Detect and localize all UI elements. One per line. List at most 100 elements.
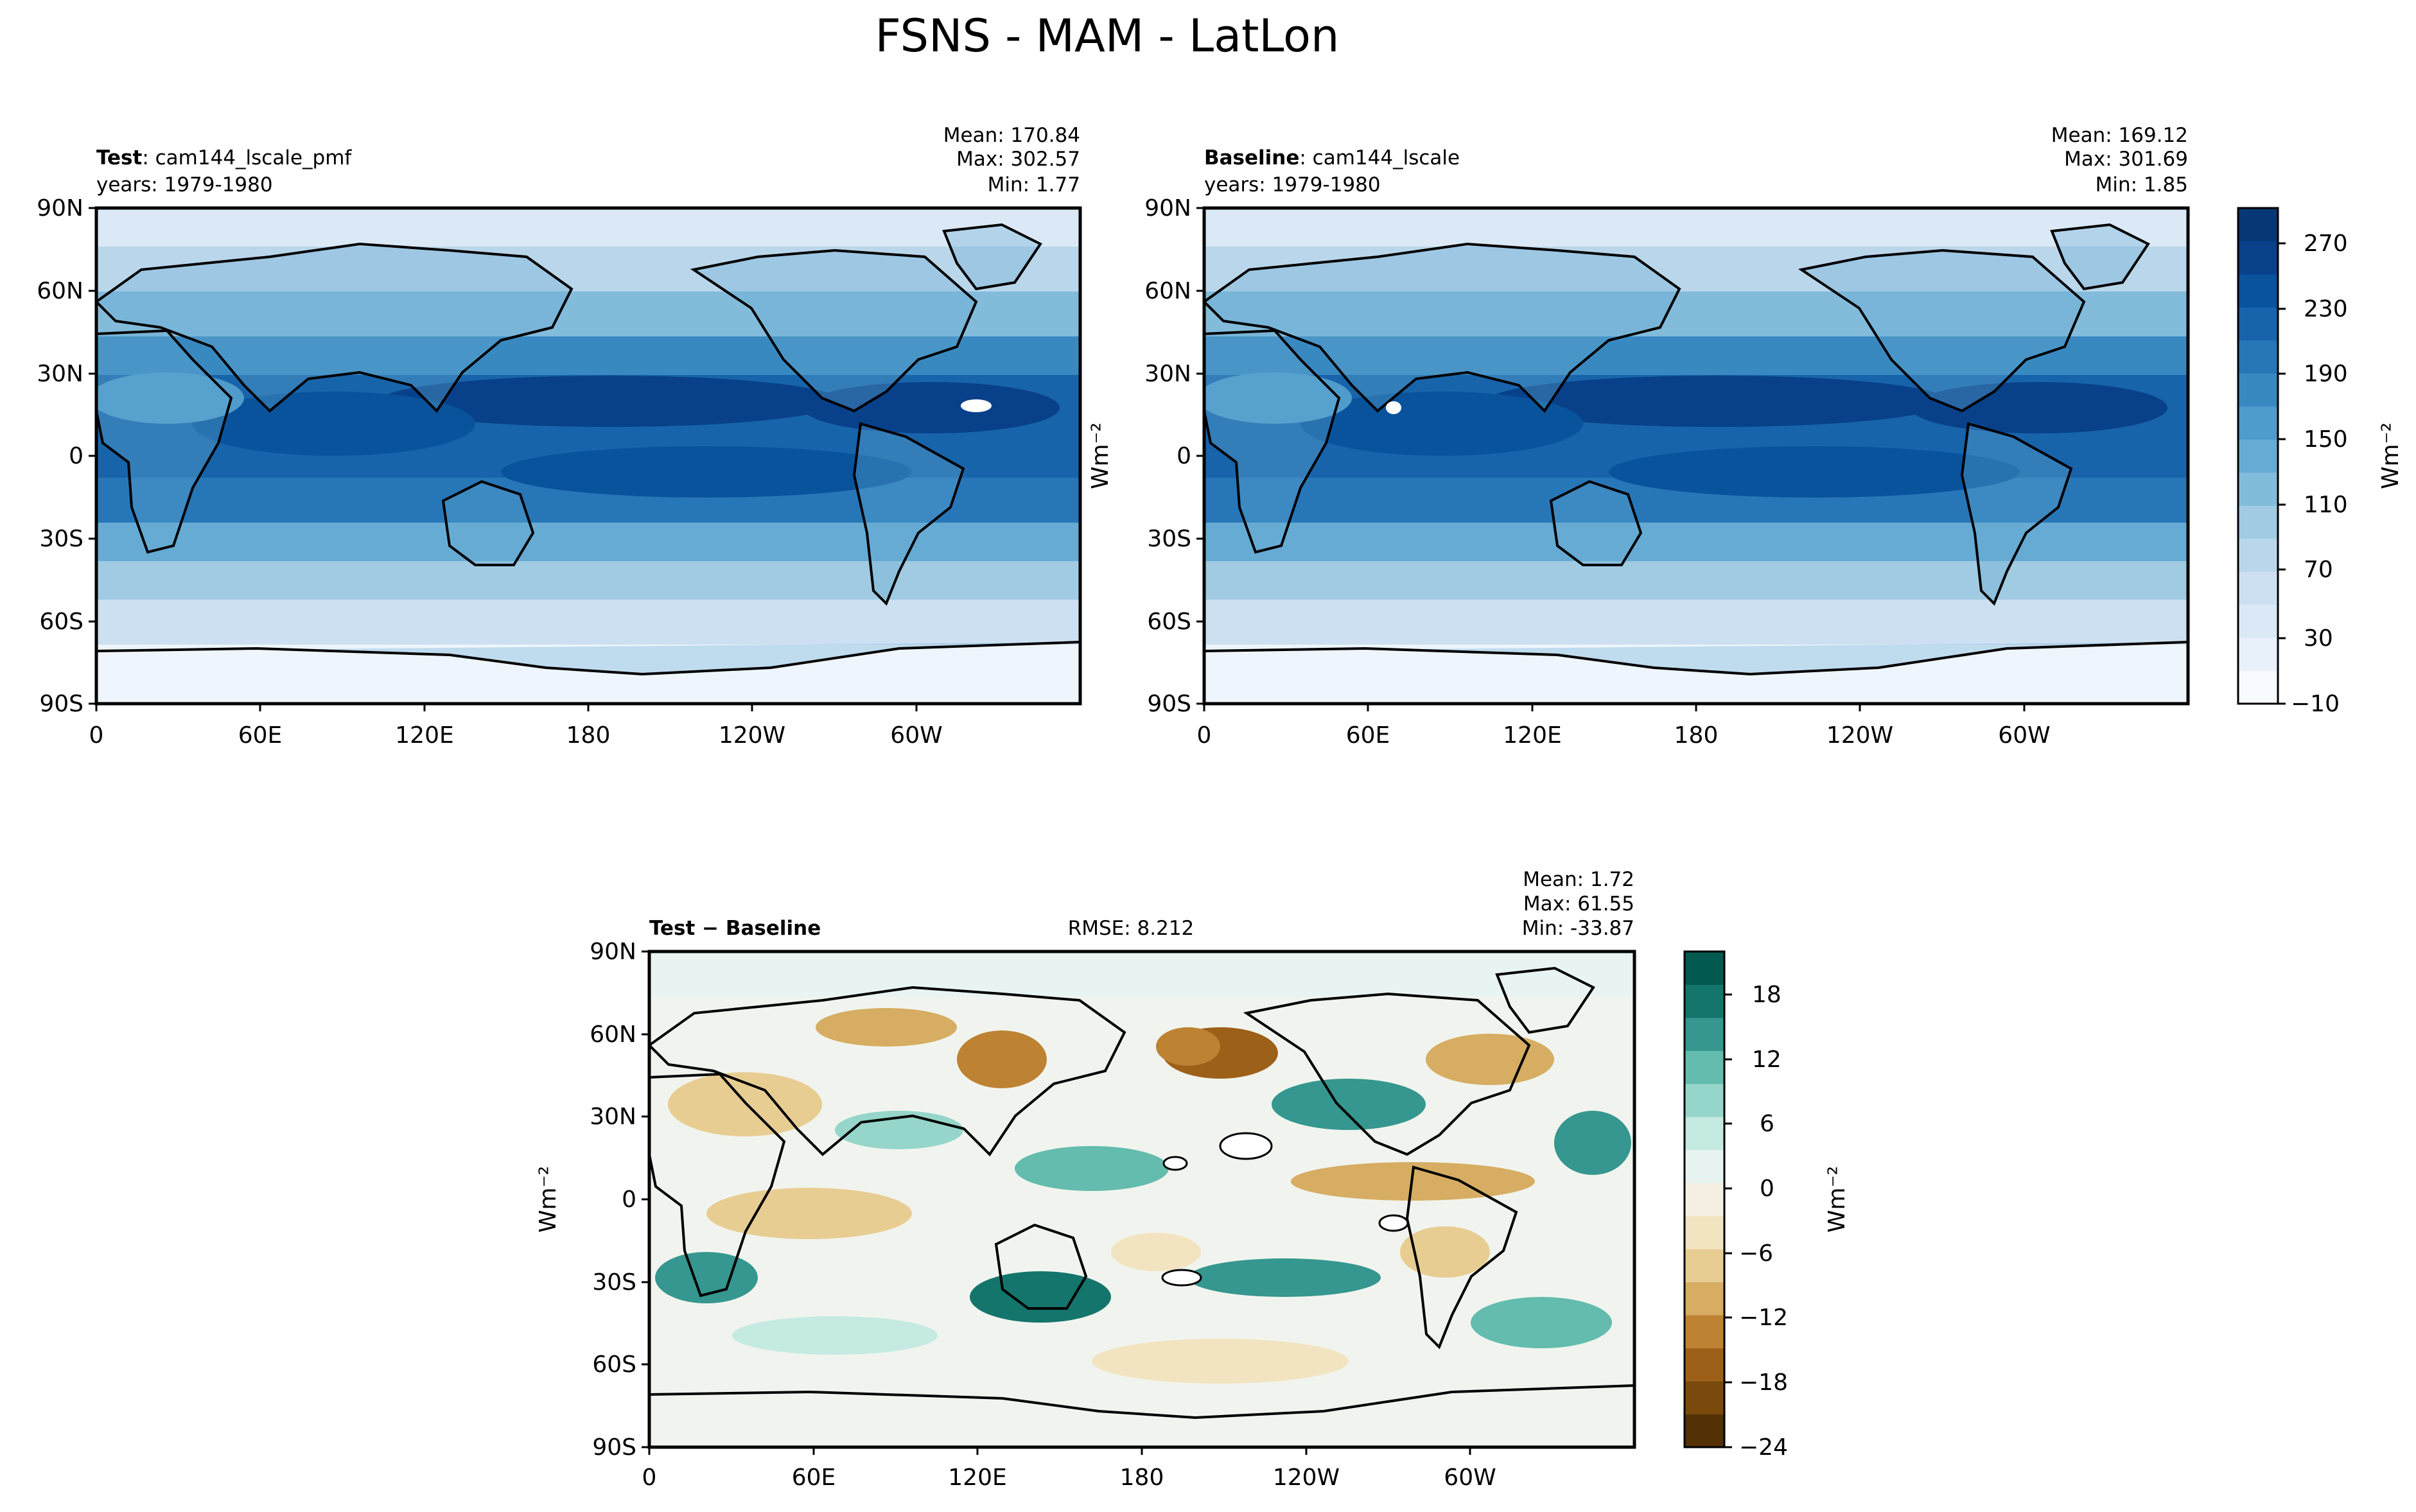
colorbar-diff-segment-9 bbox=[1685, 1117, 1724, 1151]
map-baseline bbox=[1204, 208, 2188, 704]
panel-test-stat-mean: Mean: 170.84 bbox=[943, 124, 1080, 147]
map-diff-xtick-label-4: 120W bbox=[1273, 1464, 1340, 1491]
colorbar-diff-segment-2 bbox=[1685, 1348, 1724, 1382]
colorbar-top-tick-label-4: 110 bbox=[2304, 492, 2348, 518]
map-diff-africa bbox=[649, 1072, 786, 1298]
map-diff-blob-11 bbox=[970, 1271, 1111, 1323]
colorbar-top-segment-6 bbox=[2238, 472, 2278, 506]
colorbar-diff-segment-0 bbox=[1685, 1414, 1724, 1448]
panel-baseline-years: years: 1979-1980 bbox=[1204, 173, 1381, 196]
map-test-africa bbox=[96, 329, 233, 554]
colorbar-top-segment-8 bbox=[2238, 406, 2278, 440]
map-test-xtick-label-1: 60E bbox=[238, 722, 283, 749]
map-baseline-xtick-label-5: 60W bbox=[1998, 722, 2050, 749]
colorbar-diff-segment-8 bbox=[1685, 1149, 1724, 1183]
map-diff-ytick-label-5: 60S bbox=[592, 1351, 636, 1378]
map-test-ytick-label-2: 30N bbox=[37, 361, 83, 387]
map-baseline-north-america bbox=[1798, 248, 2086, 413]
colorbar-diff-tick-label-3: 0 bbox=[1760, 1176, 1774, 1202]
map-baseline-ytick-label-3: 0 bbox=[1177, 443, 1191, 469]
map-diff-missing-data-4 bbox=[1161, 1269, 1202, 1287]
colorbar-diff-segment-7 bbox=[1685, 1183, 1724, 1217]
map-diff-blob-7 bbox=[706, 1188, 912, 1239]
colorbar-top-segment-4 bbox=[2238, 538, 2278, 572]
panel-diff-label: Test − Baseline bbox=[649, 917, 821, 940]
map-baseline-antarctica bbox=[1204, 641, 2188, 676]
map-diff-blob-8 bbox=[1426, 1034, 1554, 1085]
colorbar-top-tick-label-7: −10 bbox=[2291, 691, 2340, 717]
map-diff-xtick-label-5: 60W bbox=[1444, 1464, 1496, 1491]
map-baseline-band-1 bbox=[1204, 208, 2188, 247]
map-baseline-min-sahara bbox=[1204, 372, 1352, 424]
map-baseline-xtick-label-4: 120W bbox=[1826, 722, 1893, 749]
colorbar-top-segment-14 bbox=[2238, 208, 2278, 241]
colorbar-diff-segment-14 bbox=[1685, 952, 1724, 985]
colorbar-diff-tick-label-6: −18 bbox=[1739, 1369, 1788, 1396]
colorbar-diff-tick-label-5: −12 bbox=[1739, 1305, 1788, 1331]
colorbar-top-tick-label-6: 30 bbox=[2304, 625, 2333, 652]
map-baseline-band-8 bbox=[1204, 523, 2188, 561]
map-test-max-pacific-n bbox=[379, 376, 841, 427]
colorbar-top-tick-label-3: 150 bbox=[2304, 426, 2348, 453]
map-baseline-xtick-label-2: 120E bbox=[1503, 722, 1561, 749]
map-baseline-xtick-label-3: 180 bbox=[1674, 722, 1719, 749]
colorbar-top-tick-label-1: 230 bbox=[2304, 296, 2348, 322]
panel-diff-ylabel: Wm⁻² bbox=[535, 1166, 561, 1233]
map-test-band-10 bbox=[96, 600, 1080, 645]
panel-test-stat-max: Max: 302.57 bbox=[956, 148, 1080, 171]
panel-baseline-label: Baseline: cam144_lscale bbox=[1204, 146, 1460, 169]
panel-baseline: Baseline: cam144_lscale years: 1979-1980… bbox=[1087, 124, 2190, 749]
panel-diff-stat-mean: Mean: 1.72 bbox=[1523, 868, 1634, 891]
map-baseline-max-indian bbox=[1300, 392, 1583, 456]
map-diff-blob-9 bbox=[1015, 1146, 1169, 1191]
map-diff-ytick-label-1: 60N bbox=[590, 1021, 636, 1048]
colorbar-diff-segment-3 bbox=[1685, 1315, 1724, 1349]
colorbar-top-segment-12 bbox=[2238, 274, 2278, 308]
map-test-missing-data bbox=[961, 399, 992, 412]
map-baseline-africa bbox=[1204, 329, 1341, 554]
map-diff-blob-19 bbox=[1092, 1339, 1349, 1384]
colorbar-diff-tick-label-0: 18 bbox=[1752, 982, 1781, 1008]
map-test-australia bbox=[441, 480, 535, 566]
map-diff-missing-data-2 bbox=[1162, 1156, 1188, 1171]
map-diff-ytick-label-3: 0 bbox=[622, 1186, 636, 1213]
map-baseline-band-11 bbox=[1204, 645, 2188, 704]
map-test-continents bbox=[96, 223, 1080, 676]
map-test-north-america bbox=[690, 248, 978, 413]
map-test-ytick-label-1: 60N bbox=[37, 278, 83, 304]
map-baseline-max-pacific-s bbox=[1609, 446, 2020, 498]
map-test-band-8 bbox=[96, 523, 1080, 561]
colorbar-top-segment-2 bbox=[2238, 604, 2278, 638]
panel-baseline-ylabel: Wm⁻² bbox=[1087, 422, 1114, 489]
map-diff-blob-10 bbox=[655, 1252, 758, 1303]
map-diff-greenland bbox=[1495, 966, 1595, 1034]
panel-test-label: Test: cam144_lscale_pmf bbox=[96, 146, 352, 169]
panel-diff-stat-max: Max: 61.55 bbox=[1523, 892, 1634, 916]
colorbar-top-segment-0 bbox=[2238, 670, 2278, 704]
colorbar-top-label: Wm⁻² bbox=[2377, 422, 2404, 489]
colorbar-diff-segment-5 bbox=[1685, 1249, 1724, 1283]
panel-baseline-label-bold: Baseline bbox=[1204, 146, 1299, 169]
map-baseline-greenland bbox=[2050, 223, 2150, 291]
map-test-xaxis: 0 60E 120E 180 120W 60W bbox=[89, 704, 943, 749]
colorbar-diff-segment-11 bbox=[1685, 1050, 1724, 1084]
map-diff-arctic-band bbox=[649, 952, 1634, 996]
colorbar-diff: 18 12 6 0 −6 −12 −18 −24 Wm⁻² bbox=[1683, 950, 1850, 1461]
map-baseline-xaxis: 0 60E 120E 180 120W 60W bbox=[1197, 704, 2051, 749]
panel-test-label-bold: Test bbox=[96, 146, 143, 169]
map-baseline-max-pacific-n bbox=[1487, 376, 1949, 427]
map-test-ytick-label-3: 0 bbox=[69, 443, 83, 469]
colorbar-top-segment-7 bbox=[2238, 439, 2278, 473]
map-diff-xtick-label-1: 60E bbox=[792, 1464, 836, 1491]
panel-baseline-stat-max: Max: 301.69 bbox=[2064, 148, 2188, 171]
panel-test-stat-min: Min: 1.77 bbox=[988, 173, 1080, 196]
map-test-band-4 bbox=[96, 336, 1080, 375]
map-test-band-3 bbox=[96, 291, 1080, 336]
map-test-ytick-label-6: 90S bbox=[39, 691, 83, 717]
map-diff-continents bbox=[649, 966, 1634, 1420]
map-test-south-america bbox=[852, 422, 965, 606]
map-diff-xtick-label-3: 180 bbox=[1120, 1464, 1164, 1491]
map-diff-blob-4 bbox=[668, 1072, 822, 1136]
colorbar-diff-tick-label-1: 12 bbox=[1752, 1047, 1781, 1073]
